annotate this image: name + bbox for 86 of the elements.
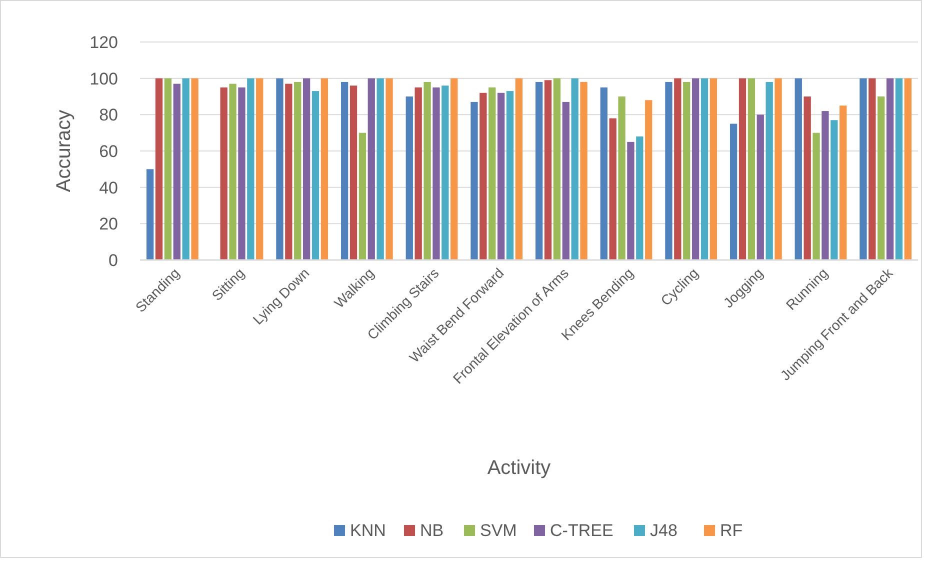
bar (302, 78, 310, 260)
bar (830, 120, 838, 260)
bar (424, 82, 431, 260)
legend-label: C-TREE (550, 521, 614, 540)
bar (386, 78, 393, 260)
y-tick-label: 40 (99, 178, 118, 198)
bar (350, 86, 358, 260)
legend-label: KNN (350, 521, 386, 540)
bar (497, 92, 505, 260)
y-tick-label: 0 (108, 250, 118, 270)
bar (895, 78, 903, 260)
bar (515, 78, 523, 260)
bar (738, 78, 746, 260)
legend-label: J48 (650, 521, 678, 540)
legend-label: SVM (480, 521, 517, 540)
bar (674, 78, 682, 260)
bar (276, 78, 284, 260)
bar (294, 82, 302, 260)
bar (756, 114, 764, 260)
bar (247, 78, 254, 260)
bar (730, 124, 738, 260)
bar (470, 102, 478, 260)
bar (256, 78, 264, 260)
bar (182, 78, 190, 260)
x-axis-title: Activity (487, 457, 551, 479)
bar (710, 78, 718, 260)
bar (238, 87, 246, 260)
y-tick-label: 60 (99, 142, 118, 161)
bar (312, 91, 320, 260)
bar (683, 82, 690, 260)
bar (692, 78, 700, 260)
bar (600, 87, 608, 260)
bar (285, 84, 292, 260)
bar (627, 142, 634, 260)
legend-label: NB (420, 521, 444, 540)
bar (414, 87, 422, 260)
bar (406, 96, 413, 260)
bar (580, 82, 588, 260)
bar (506, 91, 514, 260)
bar (860, 78, 867, 260)
bar (376, 78, 384, 260)
bar (812, 132, 820, 260)
bar (358, 132, 366, 260)
bar (535, 82, 543, 260)
bar (665, 82, 672, 260)
bar (480, 92, 487, 260)
bar (886, 78, 894, 260)
bar (878, 96, 885, 260)
bar (320, 78, 328, 260)
bar (636, 136, 644, 260)
y-tick-label: 100 (90, 69, 118, 88)
bar (220, 87, 228, 260)
bar (618, 96, 626, 260)
y-tick-label: 20 (99, 214, 118, 234)
bar (173, 84, 180, 260)
bar (146, 169, 154, 260)
bar (794, 78, 802, 260)
bar (155, 78, 163, 260)
bar (553, 78, 561, 260)
bar (368, 78, 375, 260)
bar (340, 82, 348, 260)
bar (432, 87, 440, 260)
bar (450, 78, 458, 260)
bar (804, 96, 811, 260)
bar (748, 78, 756, 260)
bar (840, 106, 847, 260)
bar (609, 118, 616, 260)
bar (822, 111, 829, 260)
bar (868, 78, 876, 260)
bar (229, 84, 236, 260)
bar (562, 102, 570, 260)
y-tick-label: 80 (99, 106, 118, 125)
bar (442, 86, 449, 260)
bar (766, 82, 773, 260)
bar (645, 100, 652, 260)
bar (904, 78, 912, 260)
bar (571, 78, 578, 260)
y-tick-label: 120 (90, 32, 118, 52)
legend-label: RF (720, 521, 743, 540)
bar (191, 78, 198, 260)
bar (544, 80, 552, 260)
bar (164, 78, 172, 260)
y-axis-title: Accuracy (53, 110, 75, 192)
bar (700, 78, 708, 260)
bar (488, 87, 496, 260)
bar (774, 78, 782, 260)
